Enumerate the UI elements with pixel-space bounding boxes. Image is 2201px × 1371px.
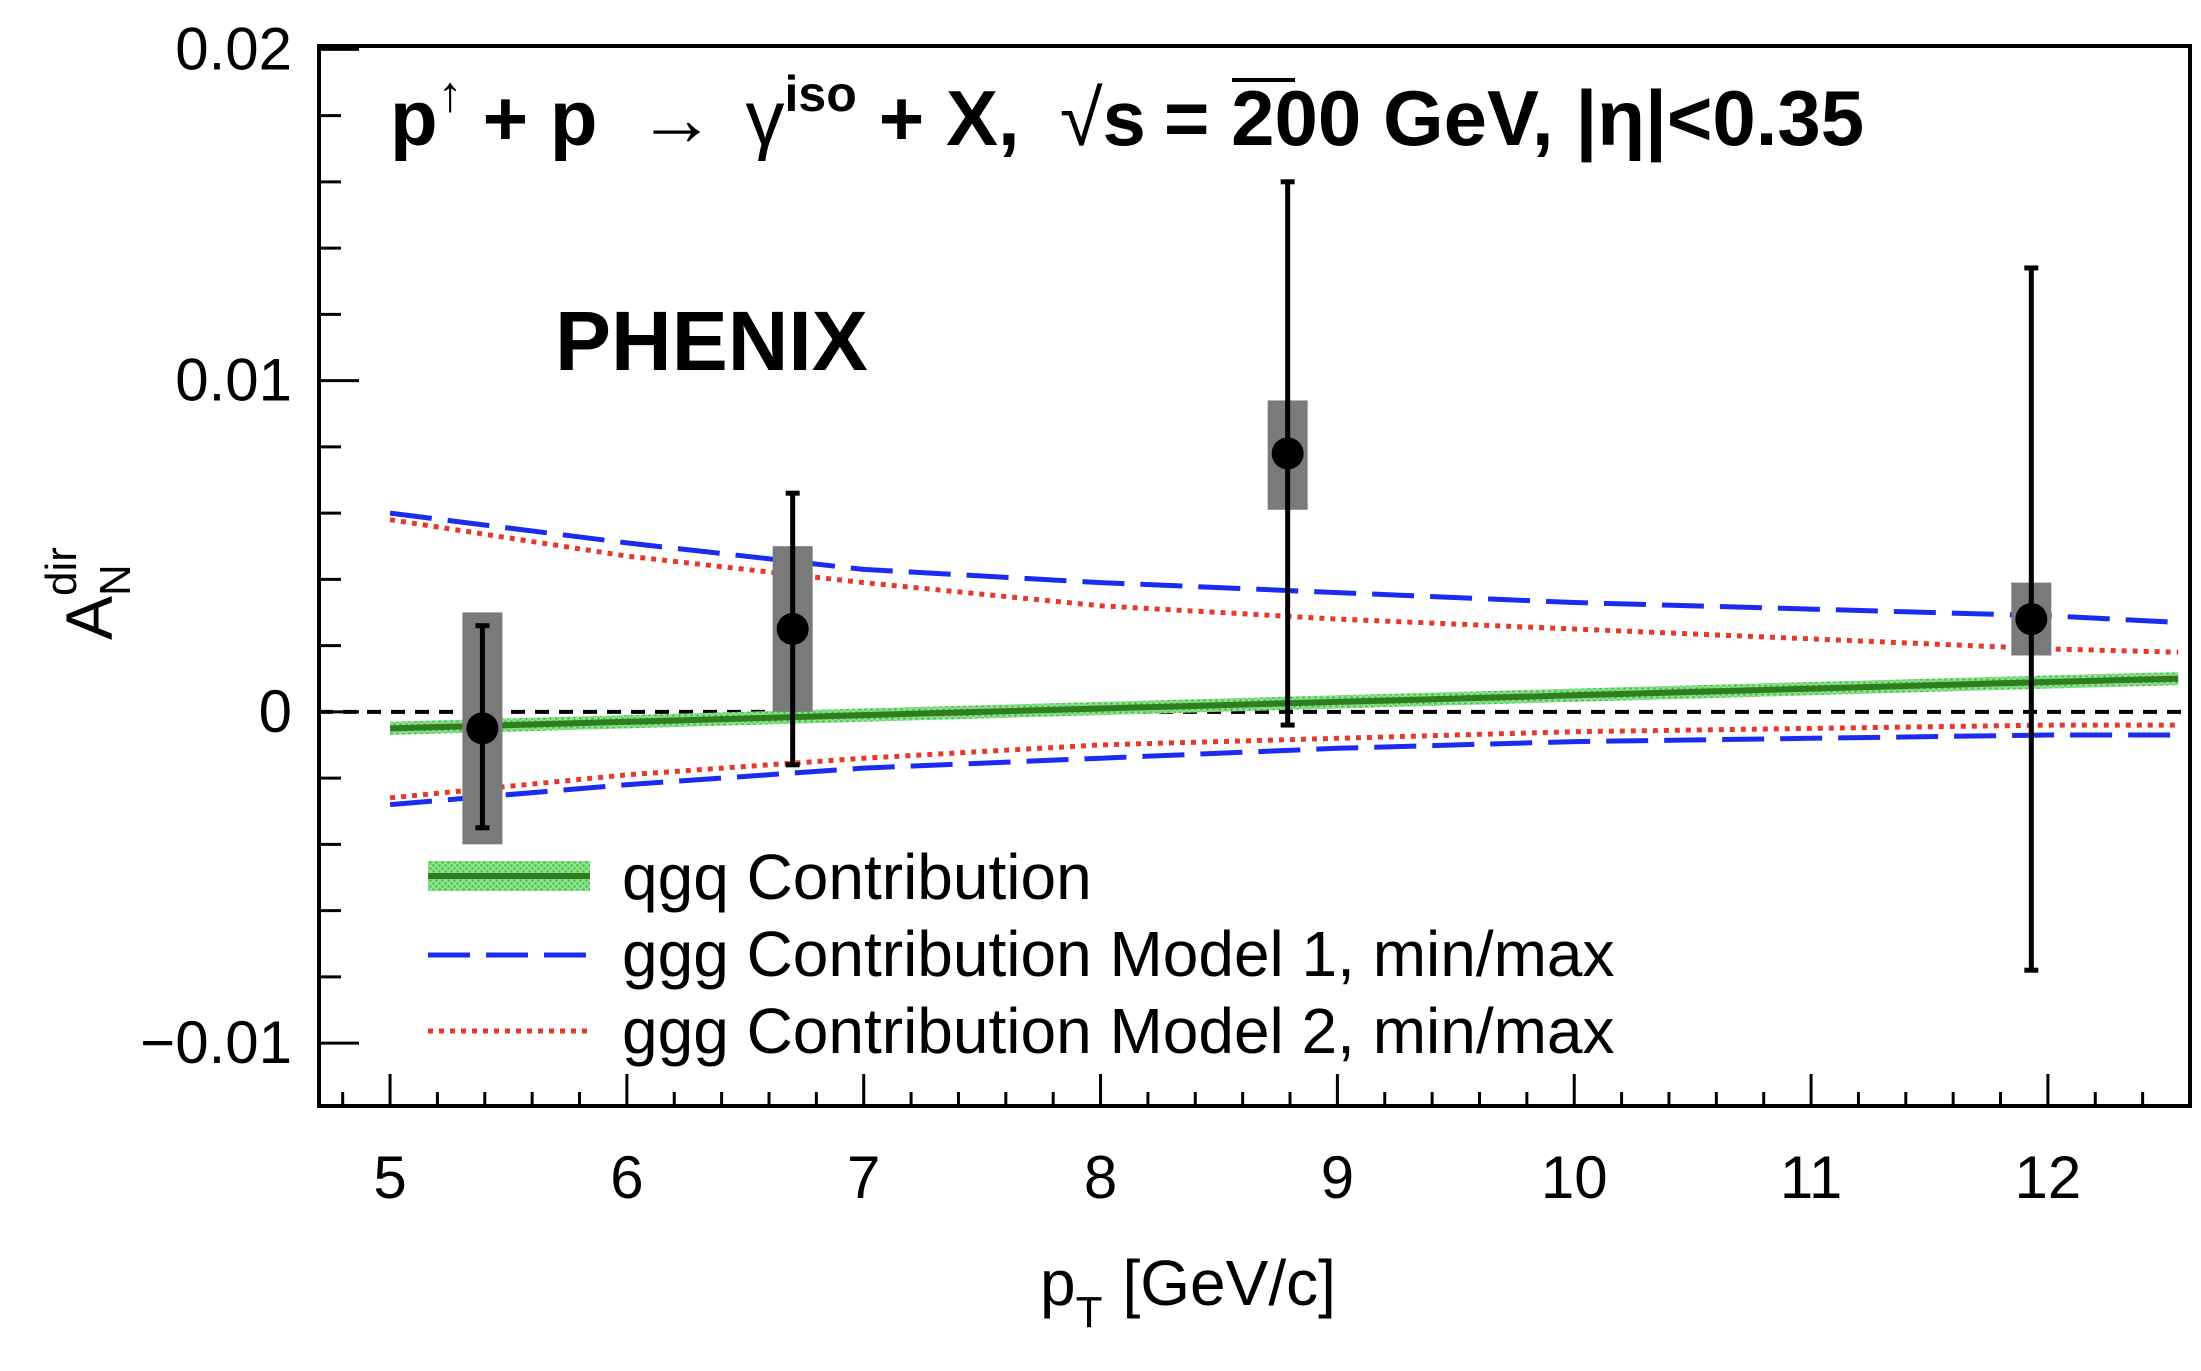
y-tick-label: 0.02 [175,15,292,82]
x-tick-label: 6 [610,1144,643,1211]
ggg-model1-max-line [389,510,2179,625]
y-tick-label: 0 [259,678,292,745]
x-tick-label: 10 [1541,1144,1608,1211]
x-tick-label: 7 [847,1144,880,1211]
data-point-1 [776,613,809,645]
ggg-model2-max-line [389,517,2179,655]
x-tick-label: 5 [373,1144,406,1211]
data-point-2 [1271,437,1304,470]
legend: qgq Contribution ggg Contribution Model … [428,841,1615,1067]
qgq-line [390,675,2179,732]
svg-text:dir: dir [37,547,86,596]
data-point-0 [466,712,499,745]
experiment-label: PHENIX [555,294,868,388]
legend-ggg1-label: ggg Contribution Model 1, min/max [622,918,1615,990]
svg-text:N: N [91,564,140,596]
plot-frame [317,44,2192,1108]
legend-qgq-label: qgq Contribution [622,841,1092,913]
x-tick-label: 8 [1084,1144,1117,1211]
ggg-model2-min-line [389,722,2179,801]
data-point-3 [2015,603,2048,636]
x-tick-label: 11 [1780,1144,1842,1211]
chart-title: p↑ + p → γiso + X, √s = 200 GeV, |η|<0.35 [390,66,1864,162]
y-tick-label: 0.01 [175,347,292,414]
x-axis-title: pT [GeV/c] [1040,1247,1336,1337]
svg-text:A: A [52,596,126,640]
y-axis-title: A dir N [37,547,140,640]
y-tick-label: −0.01 [140,1009,292,1076]
legend-ggg2-label: ggg Contribution Model 2, min/max [622,995,1615,1067]
x-tick-label: 9 [1321,1144,1354,1211]
ggg-model1-min-line [389,732,2179,808]
x-tick-label: 12 [2015,1144,2082,1211]
